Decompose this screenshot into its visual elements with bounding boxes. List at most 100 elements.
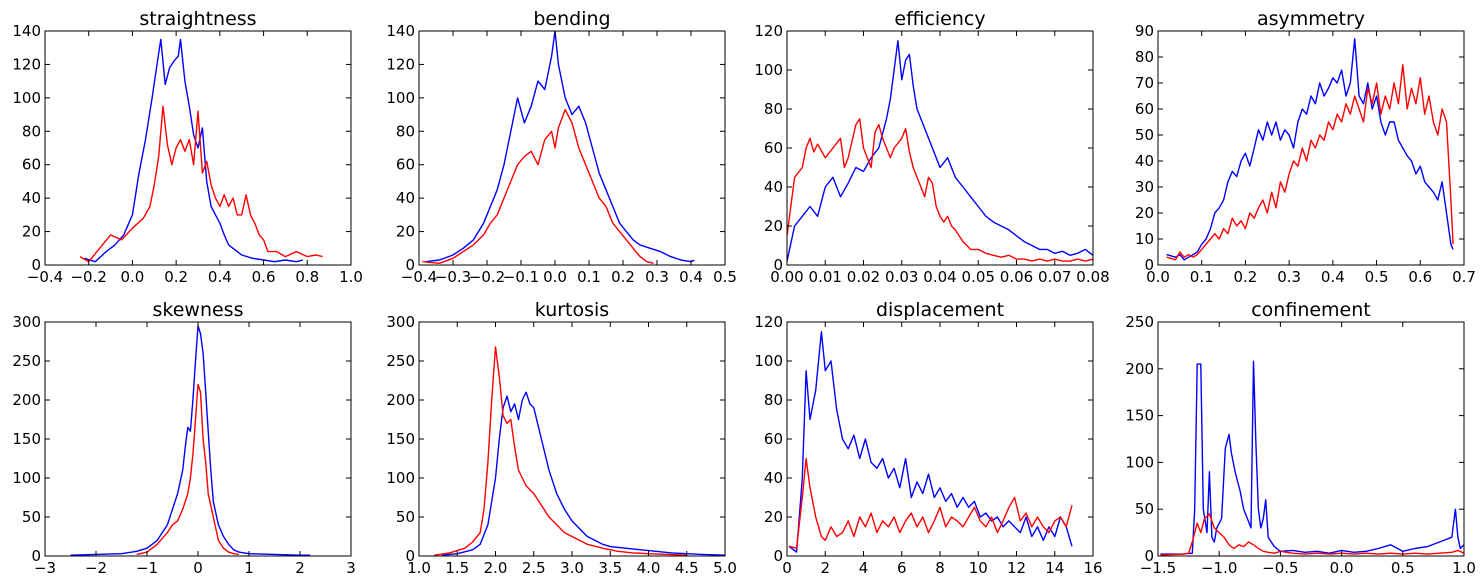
subplot-title: kurtosis [535,299,609,321]
x-tick-label: 0.2 [1233,268,1257,286]
y-tick-label: 30 [1135,178,1154,196]
x-tick-label: 12 [1007,559,1026,577]
x-tick-label: 0.7 [1452,268,1476,286]
plot-frame [1157,30,1465,266]
plot-frame [1157,321,1465,557]
y-tick-label: 0 [1144,256,1154,274]
x-tick-label: 0.2 [611,268,635,286]
subplot-title: confinement [1251,299,1371,321]
y-tick-label: 120 [754,22,783,40]
x-tick-label: −0.2 [70,268,106,286]
y-tick-label: 120 [12,55,41,73]
x-tick-label: 0 [193,559,203,577]
y-tick-label: 120 [386,55,415,73]
y-tick-label: 20 [764,217,783,235]
y-tick-label: 100 [12,469,41,487]
y-tick-label: 50 [22,508,41,526]
x-tick-label: 0.08 [1076,268,1109,286]
y-tick-label: 150 [1125,407,1154,425]
x-tick-label: 1 [244,559,254,577]
y-tick-label: 200 [1125,360,1154,378]
x-tick-label: 0.4 [1321,268,1345,286]
y-tick-label: 200 [386,391,415,409]
plot-frame [44,321,352,557]
y-tick-label: 50 [1135,126,1154,144]
y-tick-label: 200 [12,391,41,409]
x-tick-label: 0.8 [295,268,319,286]
subplot-efficiency: 0.00 0.01 0.02 0.03 0.04 0.05 0.06 0.07 0.08 0 20 4… [754,8,1109,286]
y-tick-label: 150 [12,430,41,448]
y-tick-label: 80 [1135,48,1154,66]
y-tick-label: 0 [31,547,41,565]
y-tick-label: 250 [12,352,41,370]
x-tick-label: 4.5 [675,559,699,577]
y-tick-label: 80 [22,122,41,140]
x-tick-label: 1.5 [445,559,469,577]
x-tick-label: 8 [935,559,945,577]
x-tick-label: −3 [34,559,56,577]
series-line-red [79,105,323,263]
series-line-red [434,346,687,556]
series-line-blue [70,325,311,556]
y-tick-label: 50 [1135,500,1154,518]
x-tick-label: −0.2 [469,268,505,286]
x-tick-label: 0.0 [1330,559,1354,577]
x-tick-label: 0.5 [1365,268,1389,286]
subplot-straightness: −0.4 −0.2 0.0 0.2 0.4 0.6 0.8 1.0 0 20 40 60 80 100 12… [12,8,363,286]
subplot-asymmetry: 0.0 0.1 0.2 0.3 0.4 0.5 0.6 0.7 0 10 20 30 40 50 60 70 8… [1135,8,1476,286]
x-tick-label: 0.1 [577,268,601,286]
x-tick-label: 0.0 [120,268,144,286]
y-tick-label: 60 [1135,100,1154,118]
x-tick-label: 16 [1083,559,1102,577]
x-tick-label: 0 [782,559,792,577]
x-tick-label: −0.3 [435,268,471,286]
x-tick-label: 3.5 [598,559,622,577]
y-tick-label: 60 [396,156,415,174]
subplot-skewness: −3 −2 −1 0 1 2 3 0 50 100 150 200 250 300 skewness [12,299,355,577]
y-tick-label: 20 [764,508,783,526]
x-tick-label: 0.4 [679,268,703,286]
subplot-title: skewness [153,299,244,321]
y-tick-label: 40 [764,469,783,487]
y-tick-label: 40 [396,189,415,207]
x-tick-label: 0.6 [252,268,276,286]
plot-frame [786,321,1094,557]
x-tick-label: 0.0 [1146,268,1170,286]
y-tick-label: 300 [386,313,415,331]
y-tick-label: 100 [1125,453,1154,471]
x-tick-label: −1.0 [1201,559,1237,577]
x-tick-label: 0.07 [1038,268,1071,286]
x-tick-label: 0.0 [543,268,567,286]
x-tick-label: 0.04 [923,268,956,286]
subplot-title: bending [533,8,610,30]
x-tick-label: −1.5 [1140,559,1176,577]
x-tick-label: −1 [136,559,158,577]
subplot-confinement: −1.5 −1.0 −0.5 0.0 0.5 1.0 0 50 100 150 200 250 conf… [1125,299,1476,577]
x-tick-label: 0.3 [1277,268,1301,286]
x-tick-label: −0.4 [27,268,63,286]
series-line-red [787,118,1093,262]
subplot-title: straightness [139,8,256,30]
x-tick-label: 2.0 [484,559,508,577]
series-line-blue [788,331,1073,553]
y-tick-label: 20 [22,223,41,241]
x-tick-label: 0.5 [1391,559,1415,577]
y-tick-label: 70 [1135,74,1154,92]
x-tick-label: −0.5 [1262,559,1298,577]
subplot-title: displacement [876,299,1004,321]
y-tick-label: 40 [22,189,41,207]
subplot-bending: −0.4−0.3−0.2−0.1 0.0 0.1 0.2 0.3 0.4 0.5 0 20 40 6… [386,8,737,286]
subplot-kurtosis: 1.0 1.5 2.0 2.5 3.0 3.5 4.0 4.5 5.0 0 50 100 150 200 2… [386,299,737,577]
subplot-title: asymmetry [1257,8,1365,30]
series-line-blue [441,391,725,556]
y-tick-label: 60 [22,156,41,174]
y-tick-label: 140 [12,22,41,40]
x-tick-label: 0.3 [645,268,669,286]
x-tick-label: 0.02 [847,268,880,286]
x-tick-label: 0.06 [1000,268,1033,286]
x-tick-label: 4.0 [637,559,661,577]
y-tick-label: 100 [754,352,783,370]
y-tick-label: 250 [1125,313,1154,331]
x-tick-label: 0.00 [770,268,803,286]
x-tick-label: 6 [897,559,907,577]
